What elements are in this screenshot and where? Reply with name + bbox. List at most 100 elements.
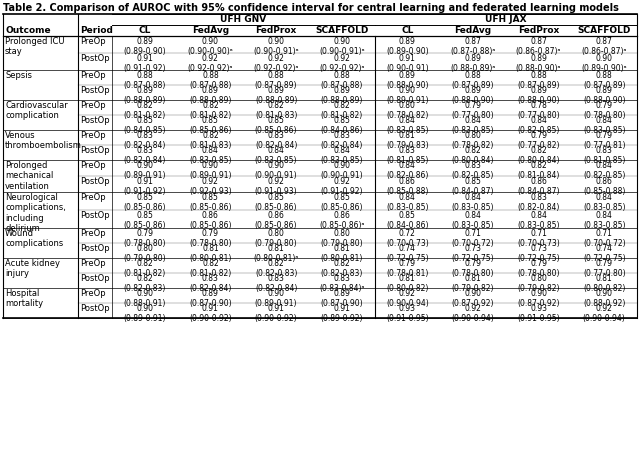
Text: Cardiovascular
complication: Cardiovascular complication (5, 101, 68, 120)
Text: 0.79
(0.78-0.80): 0.79 (0.78-0.80) (583, 101, 625, 120)
Text: 0.89
(0.88-0.89): 0.89 (0.88-0.89) (124, 86, 166, 105)
Text: 0.91
(0.90-0.92): 0.91 (0.90-0.92) (189, 304, 232, 323)
Text: 0.85
(0.84-0.86): 0.85 (0.84-0.86) (386, 211, 429, 230)
Text: 0.92
(0.92-0.92)ᵃ: 0.92 (0.92-0.92)ᵃ (253, 54, 299, 74)
Text: 0.85
(0.85-0.86): 0.85 (0.85-0.86) (124, 193, 166, 212)
Text: 0.86
(0.85-0.86)ᵃ: 0.86 (0.85-0.86)ᵃ (319, 211, 364, 230)
Text: Period: Period (80, 26, 113, 35)
Text: 0.89
(0.87-0.90): 0.89 (0.87-0.90) (321, 289, 363, 308)
Text: 0.83
(0.82-0.84): 0.83 (0.82-0.84) (255, 131, 297, 150)
Text: 0.92
(0.90-0.94): 0.92 (0.90-0.94) (452, 304, 494, 323)
Text: 0.88
(0.87-0.88): 0.88 (0.87-0.88) (189, 71, 232, 90)
Text: 0.92
(0.90-0.94): 0.92 (0.90-0.94) (583, 304, 625, 323)
Text: 0.82
(0.81-0.82): 0.82 (0.81-0.82) (321, 101, 363, 120)
Text: PostOp: PostOp (80, 54, 109, 63)
Text: 0.90
(0.89-0.91): 0.90 (0.89-0.91) (386, 86, 429, 105)
Text: 0.83
(0.82-0.84): 0.83 (0.82-0.84) (321, 131, 363, 150)
Text: 0.89
(0.89-0.90): 0.89 (0.89-0.90) (386, 37, 429, 56)
Text: 0.83
(0.81-0.85): 0.83 (0.81-0.85) (583, 146, 625, 165)
Text: 0.82
(0.81-0.84): 0.82 (0.81-0.84) (517, 161, 560, 180)
Text: 0.92
(0.90-0.94): 0.92 (0.90-0.94) (386, 289, 429, 308)
Text: 0.79
(0.77-0.80): 0.79 (0.77-0.80) (452, 101, 494, 120)
Text: 0.91
(0.90-0.92): 0.91 (0.90-0.92) (255, 304, 298, 323)
Text: Hospital
mortality: Hospital mortality (5, 289, 43, 308)
Text: FedProx: FedProx (518, 26, 559, 35)
Text: 0.89
(0.88-0.90): 0.89 (0.88-0.90) (452, 86, 494, 105)
Text: 0.71
(0.70-0.72): 0.71 (0.70-0.72) (583, 229, 625, 248)
Text: 0.90
(0.89-0.91): 0.90 (0.89-0.91) (124, 304, 166, 323)
Text: 0.90
(0.87-0.92): 0.90 (0.87-0.92) (517, 289, 560, 308)
Text: 0.85
(0.85-0.86): 0.85 (0.85-0.86) (189, 116, 232, 135)
Text: 0.83
(0.83-0.84)ᵃ: 0.83 (0.83-0.84)ᵃ (319, 274, 364, 293)
Text: 0.79
(0.77-0.80): 0.79 (0.77-0.80) (583, 259, 625, 278)
Text: 0.81
(0.80-0.81)ᵃ: 0.81 (0.80-0.81)ᵃ (253, 244, 299, 263)
Text: 0.90
(0.88-0.92): 0.90 (0.88-0.92) (583, 289, 625, 308)
Text: 0.83
(0.82-0.84): 0.83 (0.82-0.84) (124, 131, 166, 150)
Text: PreOp: PreOp (80, 37, 106, 46)
Text: 0.93
(0.91-0.95): 0.93 (0.91-0.95) (517, 304, 560, 323)
Text: Outcome: Outcome (5, 26, 51, 35)
Text: 0.89
(0.88-0.89)ᵃ: 0.89 (0.88-0.89)ᵃ (451, 54, 495, 74)
Text: UFH GNV: UFH GNV (220, 15, 266, 24)
Text: 0.84
(0.83-0.85): 0.84 (0.83-0.85) (452, 116, 494, 135)
Text: 0.90
(0.89-0.91): 0.90 (0.89-0.91) (124, 161, 166, 180)
Text: PreOp: PreOp (80, 259, 106, 268)
Text: 0.92
(0.92-0.93): 0.92 (0.92-0.93) (189, 177, 232, 197)
Text: 0.89
(0.88-0.90)ᵃ: 0.89 (0.88-0.90)ᵃ (516, 54, 561, 74)
Text: Sepsis: Sepsis (5, 71, 32, 80)
Text: 0.87
(0.87-0.88)ᵃ: 0.87 (0.87-0.88)ᵃ (451, 37, 495, 56)
Text: 0.84
(0.83-0.85): 0.84 (0.83-0.85) (189, 146, 232, 165)
Text: PreOp: PreOp (80, 71, 106, 80)
Text: 0.86
(0.85-0.86): 0.86 (0.85-0.86) (255, 211, 298, 230)
Text: 0.84
(0.83-0.85): 0.84 (0.83-0.85) (452, 211, 494, 230)
Text: 0.82
(0.81-0.82): 0.82 (0.81-0.82) (124, 259, 166, 278)
Text: 0.85
(0.85-0.86): 0.85 (0.85-0.86) (321, 193, 363, 212)
Text: 0.81
(0.80-0.81): 0.81 (0.80-0.81) (189, 244, 232, 263)
Text: PostOp: PostOp (80, 274, 109, 283)
Text: 0.79
(0.78-0.80): 0.79 (0.78-0.80) (517, 259, 560, 278)
Text: 0.81
(0.80-0.82): 0.81 (0.80-0.82) (583, 274, 625, 293)
Text: Prolonged
mechanical
ventilation: Prolonged mechanical ventilation (5, 161, 53, 191)
Text: 0.90
(0.88-0.91): 0.90 (0.88-0.91) (124, 289, 166, 308)
Text: 0.82
(0.80-0.84): 0.82 (0.80-0.84) (517, 146, 560, 165)
Text: PostOp: PostOp (80, 146, 109, 155)
Text: 0.79
(0.78-0.81): 0.79 (0.78-0.81) (386, 259, 429, 278)
Text: Wound
complications: Wound complications (5, 229, 63, 248)
Text: 0.86
(0.85-0.88): 0.86 (0.85-0.88) (583, 177, 625, 197)
Text: 0.84
(0.83-0.85): 0.84 (0.83-0.85) (321, 146, 363, 165)
Text: 0.90
(0.90-0.91): 0.90 (0.90-0.91) (255, 161, 298, 180)
Text: SCAFFOLD: SCAFFOLD (315, 26, 369, 35)
Text: 0.82
(0.81-0.83): 0.82 (0.81-0.83) (189, 131, 232, 150)
Text: PostOp: PostOp (80, 304, 109, 313)
Text: 0.79
(0.77-0.82): 0.79 (0.77-0.82) (517, 131, 560, 150)
Text: 0.88
(0.87-0.89): 0.88 (0.87-0.89) (452, 71, 494, 90)
Text: 0.88
(0.87-0.88): 0.88 (0.87-0.88) (321, 71, 363, 90)
Text: PreOp: PreOp (80, 193, 106, 202)
Text: 0.91
(0.91-0.92): 0.91 (0.91-0.92) (124, 177, 166, 197)
Text: 0.88
(0.87-0.88): 0.88 (0.87-0.88) (124, 71, 166, 90)
Text: 0.73
(0.72-0.75): 0.73 (0.72-0.75) (452, 244, 494, 263)
Text: 0.88
(0.87-0.89): 0.88 (0.87-0.89) (583, 71, 625, 90)
Text: 0.80
(0.79-0.80): 0.80 (0.79-0.80) (321, 229, 363, 248)
Text: 0.89
(0.88-0.90): 0.89 (0.88-0.90) (517, 86, 560, 105)
Text: 0.82
(0.82-0.83): 0.82 (0.82-0.83) (255, 259, 297, 278)
Text: 0.85
(0.85-0.86): 0.85 (0.85-0.86) (189, 193, 232, 212)
Text: 0.80
(0.78-0.82): 0.80 (0.78-0.82) (386, 101, 429, 120)
Text: 0.85
(0.84-0.86): 0.85 (0.84-0.86) (321, 116, 363, 135)
Text: 0.92
(0.92-0.92)ᵃ: 0.92 (0.92-0.92)ᵃ (188, 54, 233, 74)
Text: 0.91
(0.90-0.91): 0.91 (0.90-0.91) (386, 54, 429, 74)
Text: PreOp: PreOp (80, 101, 106, 110)
Text: 0.82
(0.81-0.82): 0.82 (0.81-0.82) (124, 101, 166, 120)
Text: PreOp: PreOp (80, 161, 106, 170)
Text: 0.92
(0.91-0.93): 0.92 (0.91-0.93) (255, 177, 298, 197)
Text: 0.79
(0.78-0.80): 0.79 (0.78-0.80) (452, 259, 494, 278)
Text: 0.87
(0.86-0.87)ᵃ: 0.87 (0.86-0.87)ᵃ (581, 37, 627, 56)
Text: 0.90
(0.90-0.91)ᵃ: 0.90 (0.90-0.91)ᵃ (253, 37, 299, 56)
Text: PostOp: PostOp (80, 86, 109, 95)
Text: 0.78
(0.77-0.80): 0.78 (0.77-0.80) (517, 101, 560, 120)
Text: 0.89
(0.88-0.90): 0.89 (0.88-0.90) (386, 71, 429, 90)
Text: 0.89
(0.87-0.90): 0.89 (0.87-0.90) (189, 289, 232, 308)
Text: PreOp: PreOp (80, 229, 106, 238)
Text: 0.71
(0.70-0.72): 0.71 (0.70-0.72) (452, 229, 494, 248)
Text: 0.90
(0.90-0.91): 0.90 (0.90-0.91) (321, 161, 363, 180)
